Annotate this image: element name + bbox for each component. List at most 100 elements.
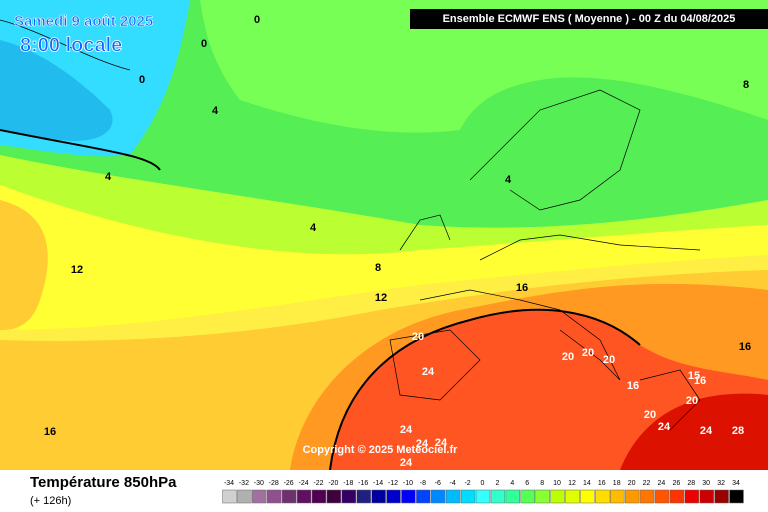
color-swatch [654, 489, 670, 504]
color-swatch [326, 489, 342, 504]
color-swatch [371, 489, 386, 504]
color-swatch [624, 489, 640, 504]
color-swatch [267, 489, 282, 504]
contour-label: 28 [732, 425, 744, 437]
contour-label: 16 [627, 380, 639, 392]
color-swatch [252, 489, 267, 504]
scale-label: 20 [628, 480, 636, 487]
contour-label: 16 [516, 282, 528, 294]
contour-label: 24 [435, 437, 448, 449]
color-swatch [669, 489, 685, 504]
scale-label: 30 [702, 480, 710, 487]
contour-label: 20 [644, 409, 656, 421]
contour-label: 24 [400, 424, 413, 436]
contour-label: 20 [412, 331, 424, 343]
scale-label: 0 [481, 480, 485, 487]
copyright: Copyright © 2025 Meteociel.fr [303, 444, 459, 456]
scale-label: 2 [495, 480, 499, 487]
contour-label: 4 [505, 174, 512, 186]
contour-label: 24 [658, 421, 671, 433]
scale-label: -18 [343, 480, 353, 487]
color-swatch [610, 489, 625, 504]
color-swatch [699, 489, 714, 504]
color-swatch [729, 489, 744, 504]
color-swatch [445, 489, 461, 504]
scale-label: -8 [420, 480, 426, 487]
scale-label: -2 [464, 480, 470, 487]
color-swatch [401, 489, 416, 504]
scale-label: -32 [239, 480, 249, 487]
contour-label: 0 [139, 74, 145, 86]
color-swatch [490, 489, 506, 504]
scale-label: -22 [313, 480, 323, 487]
scale-label: 8 [540, 480, 544, 487]
color-swatch [475, 489, 491, 504]
scale-label: 26 [672, 480, 680, 487]
scale-label: -30 [254, 480, 264, 487]
color-swatch [237, 489, 252, 504]
scale-label: -14 [373, 480, 383, 487]
scale-label: 28 [687, 480, 695, 487]
model-info: Ensemble ECMWF ENS ( Moyenne ) - 00 Z du… [443, 13, 736, 25]
scale-label: -4 [450, 480, 456, 487]
contour-label: 16 [739, 341, 751, 353]
color-swatch [535, 489, 550, 504]
color-swatch [416, 489, 431, 504]
contour-label: 15 [688, 370, 700, 382]
scale-label: 14 [583, 480, 591, 487]
contour-label: 0 [254, 14, 260, 26]
contour-label: 20 [686, 395, 698, 407]
contour-label: 12 [375, 292, 387, 304]
contour-label: 20 [562, 351, 574, 363]
map-background [0, 0, 768, 471]
color-swatch [595, 489, 610, 504]
color-swatch [565, 489, 580, 504]
scale-label: -28 [269, 480, 279, 487]
scale-label: -20 [328, 480, 338, 487]
color-swatch [505, 489, 521, 504]
contour-label: 20 [603, 354, 615, 366]
contour-label: 4 [105, 171, 112, 183]
legend-title: Température 850hPa [30, 474, 177, 491]
contour-label: 16 [694, 375, 706, 387]
scale-label: 34 [732, 480, 740, 487]
contour-label: 24 [700, 425, 713, 437]
contour-label: 24 [422, 366, 435, 378]
scale-label: 18 [613, 480, 621, 487]
color-swatch [431, 489, 446, 504]
contour-label: 24 [416, 438, 429, 450]
scale-label: -10 [403, 480, 413, 487]
contour-label: 4 [310, 222, 317, 234]
contour-label: 20 [582, 347, 594, 359]
contour-label: 12 [71, 264, 83, 276]
scale-label: 22 [643, 480, 651, 487]
forecast-date: Samedi 9 août 2025 [14, 13, 153, 30]
scale-label: -6 [435, 480, 441, 487]
scale-label: 4 [510, 480, 514, 487]
color-swatch [684, 489, 699, 504]
scale-label: -34 [224, 480, 234, 487]
color-swatch [460, 489, 476, 504]
contour-label: 8 [375, 262, 381, 274]
contour-label: 0 [201, 38, 207, 50]
color-swatch [341, 489, 356, 504]
color-swatch [281, 489, 297, 504]
color-swatch [714, 489, 729, 504]
contour-label: 24 [400, 457, 413, 469]
color-swatch [580, 489, 595, 504]
scale-label: -16 [358, 480, 368, 487]
color-swatch [222, 489, 237, 504]
scale-label: 10 [553, 480, 561, 487]
color-swatch [296, 489, 312, 504]
scale-label: 6 [525, 480, 529, 487]
scale-label: 12 [568, 480, 576, 487]
scale-label: 16 [598, 480, 606, 487]
contour-label: 8 [743, 79, 749, 91]
scale-label: -26 [284, 480, 294, 487]
scale-label: 24 [658, 480, 666, 487]
color-swatch [520, 489, 535, 504]
color-swatch [639, 489, 655, 504]
forecast-time: 8:00 locale [20, 34, 122, 56]
